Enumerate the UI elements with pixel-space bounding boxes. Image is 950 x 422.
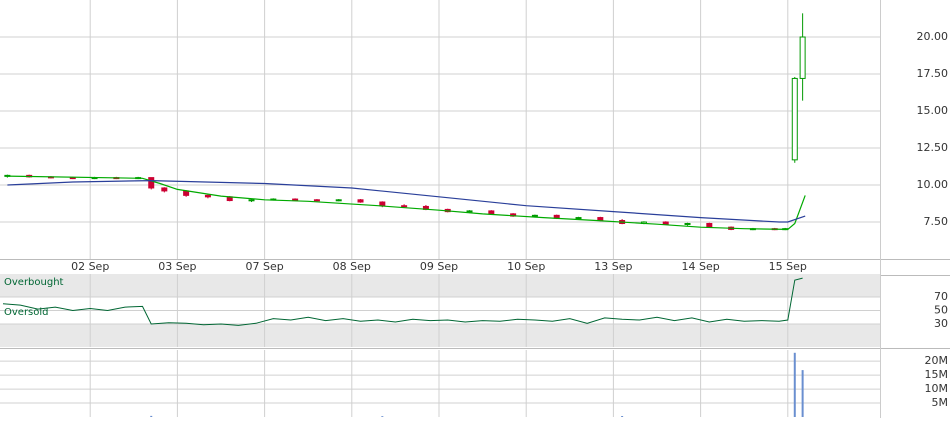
candle-body [662, 221, 669, 225]
candle-body [292, 198, 299, 201]
y-tick-label: 20M [925, 354, 949, 367]
annotation: Overbought [4, 277, 64, 288]
candle-body [531, 214, 538, 217]
candle-body [204, 194, 211, 198]
y-tick-label: 30 [934, 317, 948, 330]
y-tick-label: 5M [932, 396, 949, 409]
x-tick-label: 02 Sep [71, 260, 109, 273]
candle-body [379, 201, 386, 207]
x-tick-label: 15 Sep [769, 260, 807, 273]
volume-bar [150, 415, 153, 417]
x-tick-label: 09 Sep [420, 260, 458, 273]
candle-body [706, 222, 713, 228]
candle-body [575, 217, 582, 220]
y-tick-label: 20.00 [917, 30, 949, 43]
candle-body [791, 77, 798, 161]
candle-body [401, 205, 408, 208]
moving-average-line [7, 179, 806, 223]
y-tick-label: 17.50 [917, 67, 949, 80]
moving-average-line [7, 175, 806, 231]
volume-bar [793, 352, 796, 417]
candle-body [313, 199, 320, 202]
y-tick-label: 70 [934, 290, 948, 303]
indicator-line [2, 277, 803, 326]
y-tick-label: 7.50 [924, 215, 949, 228]
candle-body [248, 199, 255, 202]
candle-body [466, 210, 473, 213]
x-tick-label: 07 Sep [245, 260, 283, 273]
volume-bar [801, 370, 804, 417]
candle-body [335, 199, 342, 202]
y-tick-label: 10.00 [917, 178, 949, 191]
x-tick-label: 10 Sep [507, 260, 545, 273]
candle-body [488, 210, 495, 215]
x-tick-label: 08 Sep [333, 260, 371, 273]
x-tick-label: 14 Sep [681, 260, 719, 273]
y-tick-label: 50 [934, 304, 948, 317]
x-tick-label: 03 Sep [158, 260, 196, 273]
y-tick-label: 15M [925, 368, 949, 381]
candle-body [161, 187, 168, 192]
volume-bar [381, 416, 384, 417]
volume-bar [621, 416, 624, 417]
candle-body [357, 199, 364, 203]
candle-body [148, 177, 155, 189]
x-tick-label: 13 Sep [594, 260, 632, 273]
candle-body [684, 222, 691, 225]
y-tick-label: 10M [925, 382, 949, 395]
y-tick-label: 15.00 [917, 104, 949, 117]
y-tick-label: 12.50 [917, 141, 949, 154]
candle-body [799, 36, 806, 79]
oversold-band [0, 324, 880, 347]
annotation: Oversold [4, 307, 49, 318]
overbought-band [0, 274, 880, 297]
